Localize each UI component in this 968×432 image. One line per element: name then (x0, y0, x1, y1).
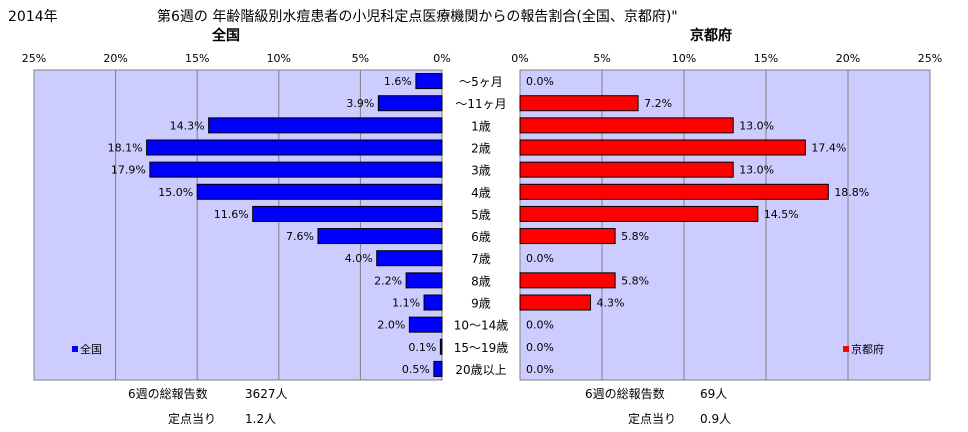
kyoto-legend-label: 京都府 (851, 342, 884, 356)
age-category-label: 10〜14歳 (454, 319, 509, 333)
age-category-label: 〜5ヶ月 (459, 75, 503, 89)
kyoto-data-label: 17.4% (811, 142, 846, 155)
age-category-label: 3歳 (471, 164, 491, 178)
age-category-label: 8歳 (471, 274, 491, 288)
age-category-label: 4歳 (471, 186, 491, 200)
national-data-label: 17.9% (111, 164, 146, 177)
age-category-label: 〜11ヶ月 (455, 97, 506, 111)
kyoto-data-label: 18.8% (834, 186, 869, 199)
kyoto-data-label: 0.0% (526, 363, 554, 376)
kyoto-bar (519, 205, 759, 222)
national-data-label: 2.0% (377, 319, 405, 332)
national-per-value: 1.2人 (245, 412, 277, 426)
age-category-label: 9歳 (471, 297, 491, 311)
kyoto-data-label: 0.0% (526, 75, 554, 88)
national-bar (408, 316, 443, 333)
national-data-label: 11.6% (214, 208, 249, 221)
kyoto-data-label: 7.2% (644, 97, 672, 110)
kyoto-bar (519, 272, 616, 289)
kyoto-plot-area (519, 69, 931, 381)
national-bar (405, 272, 443, 289)
national-bar (146, 139, 443, 156)
national-tick-label: 0% (433, 52, 450, 65)
kyoto-per-label: 定点当り (628, 412, 677, 426)
national-legend-label: 全国 (80, 342, 102, 356)
national-tick-label: 5% (352, 52, 369, 65)
kyoto-bar (519, 228, 616, 245)
kyoto-panel-title: 京都府 (690, 28, 732, 44)
kyoto-data-label: 0.0% (526, 341, 554, 354)
national-legend-swatch (72, 346, 78, 352)
year-label: 2014年 (8, 9, 58, 25)
national-data-label: 4.0% (345, 252, 373, 265)
kyoto-bar (519, 117, 734, 134)
national-bar (252, 205, 443, 222)
kyoto-bar (519, 161, 734, 178)
age-category-label: 2歳 (471, 142, 491, 156)
kyoto-bar (519, 183, 829, 200)
kyoto-total-value: 69人 (700, 387, 728, 401)
kyoto-data-label: 0.0% (526, 252, 554, 265)
national-data-label: 0.5% (402, 363, 430, 376)
national-tick-label: 15% (185, 52, 209, 65)
kyoto-bar (519, 294, 592, 311)
national-data-label: 2.2% (374, 274, 402, 287)
kyoto-data-label: 5.8% (621, 230, 649, 243)
national-data-label: 18.1% (108, 142, 143, 155)
national-data-label: 15.0% (158, 186, 193, 199)
chart-title: 第6週の 年齢階級別水痘患者の小児科定点医療機関からの報告割合(全国、京都府)" (157, 9, 678, 25)
national-bar (423, 294, 443, 311)
national-bar (149, 161, 443, 178)
kyoto-tick-label: 25% (918, 52, 942, 65)
national-data-label: 1.1% (392, 297, 420, 310)
kyoto-per-value: 0.9人 (700, 412, 732, 426)
national-panel-title: 全国 (212, 28, 240, 44)
national-bar (377, 95, 443, 112)
national-tick-label: 25% (22, 52, 46, 65)
kyoto-data-label: 0.0% (526, 319, 554, 332)
age-category-label: 15〜19歳 (454, 341, 509, 355)
kyoto-legend-swatch (843, 346, 849, 352)
kyoto-bar (519, 139, 806, 156)
national-total-label: 6週の総報告数 (128, 387, 208, 401)
kyoto-bar (519, 95, 639, 112)
national-bar (433, 360, 443, 377)
national-per-label: 定点当り (168, 412, 217, 426)
kyoto-tick-label: 15% (754, 52, 778, 65)
age-category-label: 20歳以上 (455, 363, 506, 377)
kyoto-tick-label: 10% (672, 52, 696, 65)
age-category-label: 1歳 (471, 119, 491, 133)
kyoto-data-label: 14.5% (764, 208, 799, 221)
national-bar (415, 73, 443, 90)
national-data-label: 14.3% (170, 119, 205, 132)
national-data-label: 1.6% (384, 75, 412, 88)
national-data-label: 3.9% (346, 97, 374, 110)
age-category-label: 7歳 (471, 252, 491, 266)
national-bar (317, 228, 443, 245)
kyoto-data-label: 4.3% (597, 297, 625, 310)
kyoto-data-label: 5.8% (621, 274, 649, 287)
age-category-label: 6歳 (471, 230, 491, 244)
kyoto-data-label: 13.0% (739, 119, 774, 132)
kyoto-data-label: 13.0% (739, 164, 774, 177)
kyoto-tick-label: 0% (511, 52, 528, 65)
national-data-label: 7.6% (286, 230, 314, 243)
national-plot-area (33, 69, 443, 381)
national-total-value: 3627人 (245, 387, 288, 401)
national-data-label: 0.1% (408, 341, 436, 354)
national-bar (208, 117, 443, 134)
kyoto-total-label: 6週の総報告数 (585, 387, 665, 401)
national-tick-label: 10% (267, 52, 291, 65)
kyoto-tick-label: 20% (836, 52, 860, 65)
age-category-label: 5歳 (471, 208, 491, 222)
national-bar (439, 338, 443, 355)
national-tick-label: 20% (103, 52, 127, 65)
national-bar (196, 183, 443, 200)
kyoto-tick-label: 5% (593, 52, 610, 65)
national-bar (376, 250, 443, 267)
